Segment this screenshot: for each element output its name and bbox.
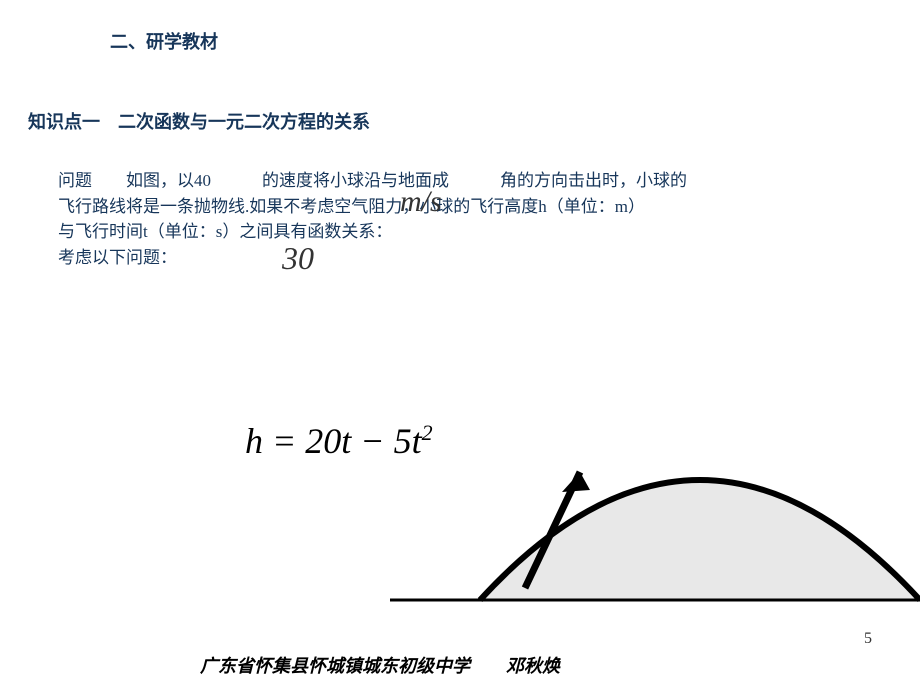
- equation-superscript: 2: [422, 420, 433, 445]
- problem-line-4: 考虑以下问题：: [58, 245, 888, 271]
- section-title: 二、研学教材: [110, 28, 218, 54]
- page-number: 5: [864, 630, 872, 648]
- problem-line-1: 问题 如图，以40 的速度将小球沿与地面成 角的方向击出时，小球的: [58, 168, 888, 194]
- footer-text: 广东省怀集县怀城镇城东初级中学 邓秋焕: [200, 652, 560, 678]
- overlay-unit-ms: m/s: [400, 185, 442, 219]
- knowledge-point-heading: 知识点一 二次函数与一元二次方程的关系: [28, 108, 370, 134]
- overlay-angle-30: 30: [282, 240, 314, 277]
- problem-line-2: 飞行路线将是一条抛物线.如果不考虑空气阻力，小球的飞行高度h（单位：m）: [58, 194, 888, 220]
- problem-line-3: 与飞行时间t（单位：s）之间具有函数关系：: [58, 219, 888, 245]
- parabola-diagram: [390, 450, 920, 620]
- problem-text: 问题 如图，以40 的速度将小球沿与地面成 角的方向击出时，小球的 飞行路线将是…: [58, 168, 888, 270]
